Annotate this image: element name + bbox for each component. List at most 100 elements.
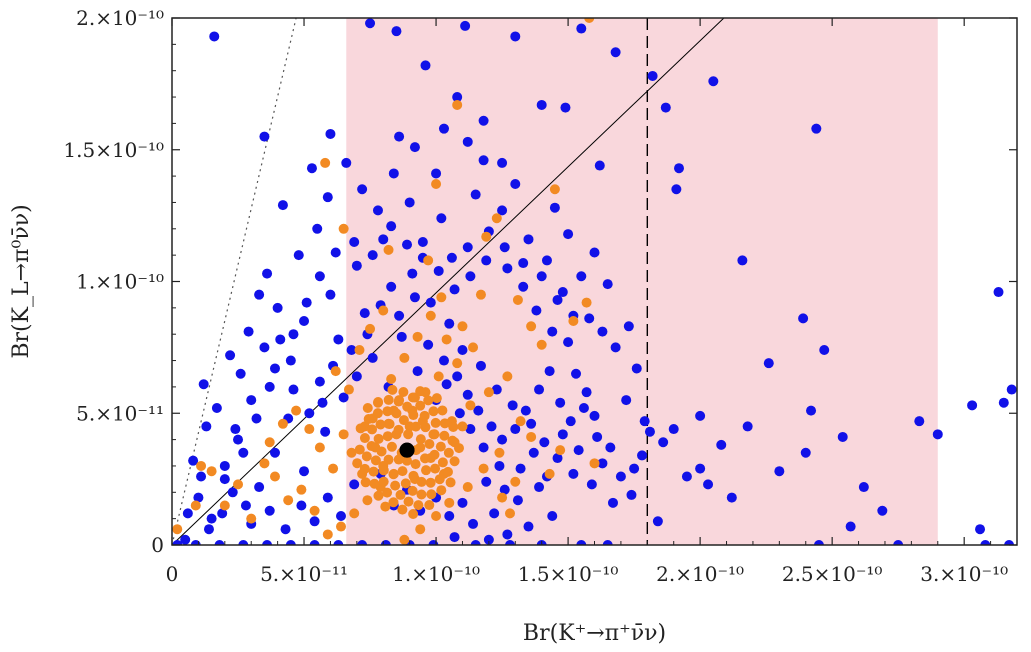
blue-point — [800, 447, 811, 458]
blue-point — [240, 500, 251, 511]
orange-point — [398, 387, 409, 398]
orange-point — [491, 213, 502, 224]
dotted-line — [172, 18, 297, 545]
blue-point — [615, 471, 626, 482]
orange-point — [291, 405, 302, 416]
orange-point — [402, 455, 413, 466]
blue-point — [188, 455, 199, 466]
blue-point — [505, 540, 515, 545]
orange-point — [397, 466, 408, 477]
blue-point — [589, 247, 600, 258]
orange-point — [403, 429, 414, 440]
orange-point — [515, 416, 526, 427]
blue-point — [837, 431, 848, 442]
blue-point — [478, 155, 489, 166]
orange-point — [378, 305, 389, 316]
orange-point — [425, 310, 436, 321]
blue-point — [317, 397, 328, 408]
orange-point — [388, 497, 399, 508]
blue-point — [293, 250, 304, 261]
blue-point — [288, 384, 299, 395]
orange-point — [512, 294, 523, 305]
blue-point — [481, 476, 492, 487]
blue-point — [494, 460, 505, 471]
orange-point — [442, 466, 453, 477]
blue-point — [742, 421, 753, 432]
orange-point — [388, 469, 399, 480]
blue-point — [544, 366, 555, 377]
blue-point — [227, 487, 238, 498]
blue-point — [975, 524, 986, 535]
orange-point — [415, 434, 426, 445]
orange-point — [421, 465, 432, 476]
blue-point — [285, 355, 296, 366]
orange-point — [416, 489, 427, 500]
orange-point — [415, 524, 426, 535]
orange-point — [483, 387, 494, 398]
blue-point — [417, 236, 428, 247]
blue-point — [708, 76, 719, 87]
orange-point — [343, 384, 354, 395]
orange-point — [410, 459, 421, 470]
blue-point — [409, 292, 420, 303]
blue-point — [557, 429, 568, 440]
orange-point — [190, 500, 201, 511]
blue-point — [349, 236, 360, 247]
blue-point — [639, 416, 650, 427]
orange-point — [366, 441, 377, 452]
blue-point — [534, 482, 545, 493]
orange-point — [424, 438, 435, 449]
blue-point — [557, 287, 568, 298]
blue-point — [497, 434, 508, 445]
blue-point — [621, 395, 632, 406]
blue-point — [695, 463, 706, 474]
blue-point — [269, 447, 280, 458]
orange-point — [336, 521, 346, 532]
orange-point — [407, 392, 418, 403]
orange-point — [462, 482, 473, 493]
orange-point — [390, 480, 401, 491]
blue-point — [322, 492, 333, 503]
blue-point — [576, 540, 587, 545]
blue-point — [449, 532, 460, 543]
orange-point — [338, 223, 349, 234]
blue-point — [351, 260, 362, 271]
blue-point — [716, 439, 727, 450]
blue-point — [338, 392, 349, 403]
blue-point — [396, 331, 407, 342]
blue-point — [589, 410, 600, 421]
highlight-point-top — [399, 442, 415, 458]
blue-point — [481, 255, 492, 266]
blue-point — [446, 252, 457, 263]
y-tick-label: 5.×10⁻¹¹ — [76, 401, 164, 425]
orange-point — [468, 342, 479, 353]
blue-point — [565, 416, 576, 427]
blue-point — [243, 326, 254, 337]
blue-point — [196, 471, 207, 482]
orange-point — [431, 511, 442, 522]
blue-point — [254, 482, 265, 493]
blue-point — [391, 26, 402, 37]
blue-point — [219, 460, 230, 471]
blue-point — [552, 453, 563, 464]
blue-point — [275, 334, 286, 345]
orange-point — [373, 490, 384, 501]
ticks-layer: 0 5.×10⁻¹¹ 1.×10⁻¹⁰ 1.5×10⁻¹⁰ 2.×10⁻¹⁰ 2.5×10… — [63, 6, 1017, 586]
orange-point — [549, 184, 560, 195]
orange-point — [383, 244, 394, 255]
blue-point — [285, 540, 296, 545]
blue-point — [674, 163, 684, 174]
orange-point — [416, 476, 427, 487]
orange-point — [449, 456, 460, 467]
orange-point — [373, 397, 384, 408]
blue-point — [452, 92, 463, 103]
orange-point — [415, 400, 426, 411]
orange-point — [283, 495, 294, 506]
orange-point — [338, 429, 349, 440]
blue-point — [306, 163, 317, 174]
x-tick-label: 1.5×10⁻¹⁰ — [518, 562, 619, 586]
orange-point — [378, 465, 389, 476]
orange-point — [172, 524, 183, 535]
orange-point — [328, 463, 339, 474]
blue-point — [552, 294, 563, 305]
